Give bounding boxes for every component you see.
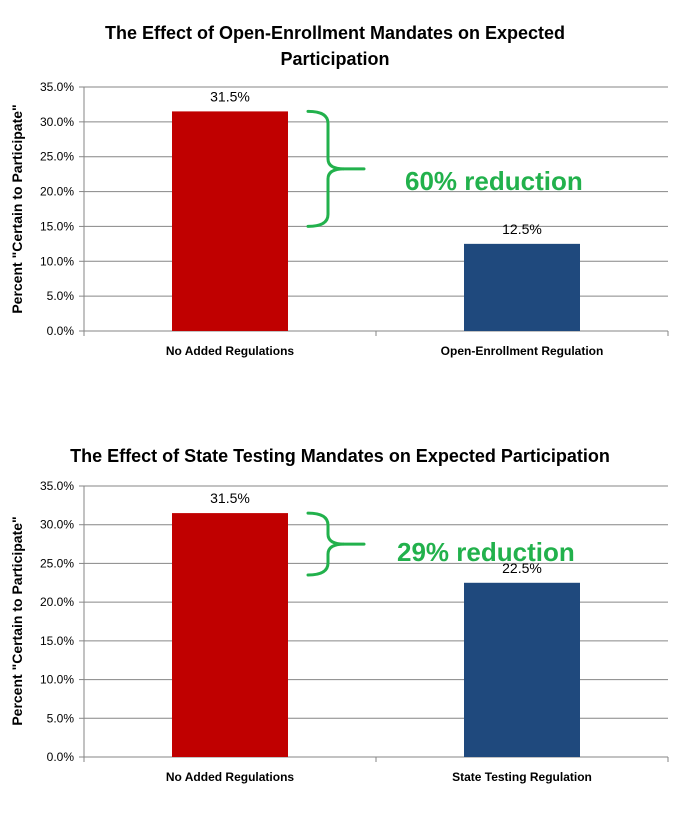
y-tick-label: 5.0% bbox=[47, 711, 75, 725]
data-label: 31.5% bbox=[210, 88, 250, 104]
y-tick-label: 10.0% bbox=[40, 254, 74, 268]
y-tick-label: 15.0% bbox=[40, 219, 74, 233]
y-tick-label: 25.0% bbox=[40, 556, 74, 570]
annotation-label: 60% reduction bbox=[405, 166, 583, 196]
chart-plot: 0.0% 5.0% 10.0% 15.0% 20.0% 25.0% 30.0% 35.0% Pe… bbox=[9, 479, 669, 784]
chart-title: The Effect of State Testing Mandates on … bbox=[70, 446, 610, 466]
y-tick-label: 5.0% bbox=[47, 289, 75, 303]
bar bbox=[464, 243, 580, 331]
y-tick-label: 30.0% bbox=[40, 518, 74, 532]
chart-plot: 0.0% 5.0% 10.0% 15.0% 20.0% 25.0% 30.0% 35.0% Pe… bbox=[9, 80, 669, 358]
chart-title: The Effect of Open-Enrollment Mandates o… bbox=[104, 23, 566, 69]
brace-annotation bbox=[306, 511, 345, 577]
data-label: 31.5% bbox=[210, 490, 250, 506]
annotation-label: 29% reduction bbox=[397, 537, 575, 567]
x-tick-label: No Added Regulations bbox=[166, 344, 295, 358]
y-tick-label: 0.0% bbox=[47, 750, 75, 764]
bar bbox=[172, 513, 288, 757]
y-axis-label: Percent "Certain to Participate" bbox=[9, 104, 25, 313]
brace-annotation bbox=[306, 109, 345, 228]
bar bbox=[464, 582, 580, 757]
y-tick-label: 10.0% bbox=[40, 673, 74, 687]
x-tick-label: No Added Regulations bbox=[166, 770, 295, 784]
y-tick-label: 35.0% bbox=[40, 80, 74, 94]
bar bbox=[172, 111, 288, 332]
y-tick-label: 0.0% bbox=[47, 324, 75, 338]
y-tick-label: 15.0% bbox=[40, 634, 74, 648]
data-label: 12.5% bbox=[502, 221, 542, 237]
y-tick-label: 25.0% bbox=[40, 150, 74, 164]
x-tick-label: State Testing Regulation bbox=[452, 770, 592, 784]
y-tick-label: 20.0% bbox=[40, 185, 74, 199]
y-tick-label: 30.0% bbox=[40, 115, 74, 129]
x-tick-label: Open-Enrollment Regulation bbox=[441, 344, 604, 358]
y-tick-label: 20.0% bbox=[40, 595, 74, 609]
y-axis-label: Percent "Certain to Participate" bbox=[9, 516, 25, 725]
data-label: 22.5% bbox=[502, 560, 542, 576]
y-tick-label: 35.0% bbox=[40, 479, 74, 493]
